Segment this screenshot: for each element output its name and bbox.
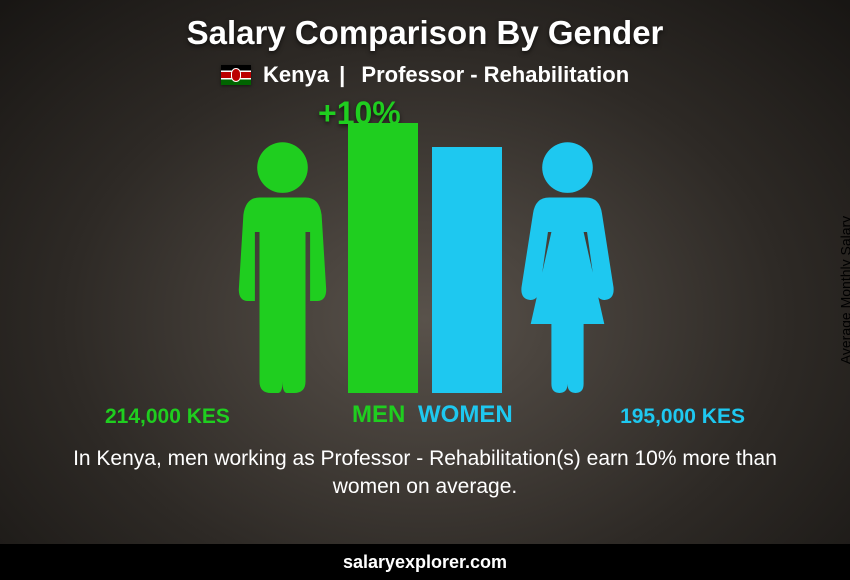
female-person-icon	[510, 123, 625, 393]
chart-labels-row: 214,000 KES MEN WOMEN 195,000 KES	[0, 397, 850, 435]
job-title: Professor - Rehabilitation	[361, 62, 629, 87]
page-title: Salary Comparison By Gender	[0, 0, 850, 52]
country-name: Kenya	[263, 62, 329, 87]
women-salary-value: 195,000 KES	[620, 405, 745, 429]
male-salary-bar	[348, 123, 418, 393]
male-person-icon	[225, 123, 340, 393]
summary-text: In Kenya, men working as Professor - Reh…	[70, 445, 780, 502]
women-label: WOMEN	[418, 401, 513, 429]
footer-brand: salaryexplorer.com	[0, 544, 850, 580]
y-axis-label: Average Monthly Salary	[837, 290, 850, 438]
men-label: MEN	[352, 401, 405, 429]
subtitle-row: Kenya | Professor - Rehabilitation	[0, 62, 850, 88]
infographic-content: Salary Comparison By Gender Kenya | Prof…	[0, 0, 850, 580]
female-salary-bar	[432, 147, 502, 393]
kenya-flag-icon	[221, 65, 251, 85]
men-salary-value: 214,000 KES	[105, 405, 230, 429]
separator: |	[339, 62, 345, 87]
gender-chart: +10% 214,000 KES MEN WOMEN 195,000 KES	[0, 105, 850, 435]
